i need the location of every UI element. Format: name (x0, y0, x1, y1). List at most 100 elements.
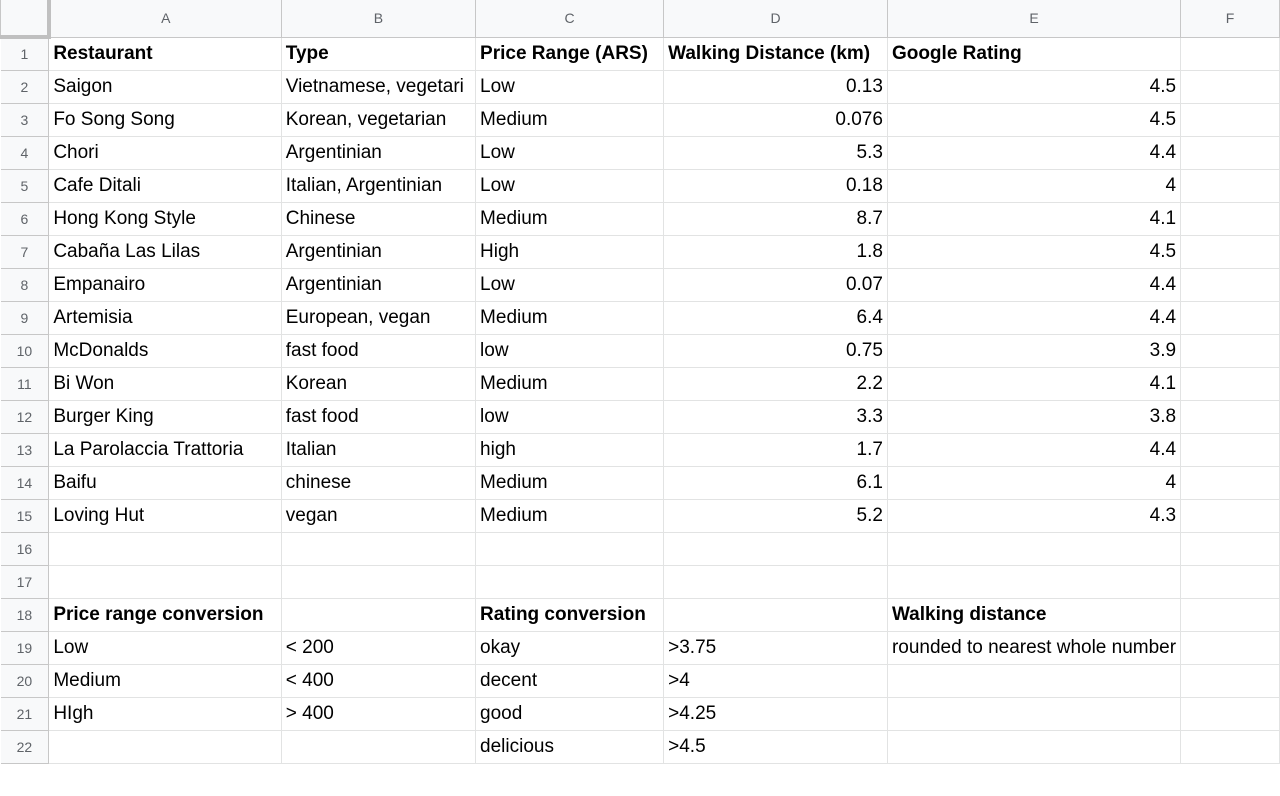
cell-f9[interactable] (1180, 300, 1280, 335)
cell-b3[interactable]: Korean, vegetarian (280, 102, 477, 137)
row-header[interactable]: 12 (0, 399, 50, 434)
cell-e1[interactable]: Google Rating (886, 36, 1182, 71)
cell-b15[interactable]: vegan (280, 498, 477, 533)
cell-a1[interactable]: Restaurant (48, 36, 282, 71)
column-header-e[interactable]: E (886, 0, 1182, 38)
cell-d20[interactable]: >4 (663, 663, 888, 698)
column-header-b[interactable]: B (280, 0, 477, 38)
cell-b20[interactable]: < 400 (280, 663, 477, 698)
cell-d4[interactable]: 5.3 (663, 135, 888, 170)
cell-f11[interactable] (1180, 366, 1280, 401)
cell-b16[interactable] (280, 531, 477, 566)
cell-d21[interactable]: >4.25 (663, 696, 888, 731)
cell-b5[interactable]: Italian, Argentinian (280, 168, 477, 203)
cell-c14[interactable]: Medium (475, 465, 665, 500)
cell-a13[interactable]: La Parolaccia Trattoria (48, 432, 282, 467)
cell-e13[interactable]: 4.4 (886, 432, 1182, 467)
cell-b8[interactable]: Argentinian (280, 267, 477, 302)
cell-f7[interactable] (1180, 234, 1280, 269)
cell-e22[interactable] (886, 729, 1182, 764)
cell-d3[interactable]: 0.076 (663, 102, 888, 137)
cell-c21[interactable]: good (475, 696, 665, 731)
cell-d6[interactable]: 8.7 (663, 201, 888, 236)
cell-e9[interactable]: 4.4 (886, 300, 1182, 335)
cell-c13[interactable]: high (475, 432, 665, 467)
column-header-f[interactable]: F (1180, 0, 1280, 38)
cell-f6[interactable] (1180, 201, 1280, 236)
select-all-corner[interactable] (0, 0, 51, 39)
cell-f22[interactable] (1180, 729, 1280, 764)
cell-a8[interactable]: Empanairo (48, 267, 282, 302)
cell-e20[interactable] (886, 663, 1182, 698)
row-header[interactable]: 8 (0, 267, 50, 302)
cell-b9[interactable]: European, vegan (280, 300, 477, 335)
cell-f10[interactable] (1180, 333, 1280, 368)
cell-e3[interactable]: 4.5 (886, 102, 1182, 137)
cell-f8[interactable] (1180, 267, 1280, 302)
cell-b6[interactable]: Chinese (280, 201, 477, 236)
row-header[interactable]: 2 (0, 69, 50, 104)
cell-a16[interactable] (48, 531, 282, 566)
cell-f20[interactable] (1180, 663, 1280, 698)
cell-e21[interactable] (886, 696, 1182, 731)
cell-d15[interactable]: 5.2 (663, 498, 888, 533)
cell-c8[interactable]: Low (475, 267, 665, 302)
cell-c12[interactable]: low (475, 399, 665, 434)
row-header[interactable]: 6 (0, 201, 50, 236)
cell-c16[interactable] (475, 531, 665, 566)
cell-c2[interactable]: Low (475, 69, 665, 104)
cell-d10[interactable]: 0.75 (663, 333, 888, 368)
cell-b21[interactable]: > 400 (280, 696, 477, 731)
cell-a12[interactable]: Burger King (48, 399, 282, 434)
cell-e5[interactable]: 4 (886, 168, 1182, 203)
cell-c5[interactable]: Low (475, 168, 665, 203)
cell-b12[interactable]: fast food (280, 399, 477, 434)
cell-c9[interactable]: Medium (475, 300, 665, 335)
row-header[interactable]: 14 (0, 465, 50, 500)
cell-d17[interactable] (663, 564, 888, 599)
row-header[interactable]: 19 (0, 630, 50, 665)
cell-c4[interactable]: Low (475, 135, 665, 170)
cell-c10[interactable]: low (475, 333, 665, 368)
cell-f12[interactable] (1180, 399, 1280, 434)
cell-a21[interactable]: HIgh (48, 696, 282, 731)
row-header[interactable]: 16 (0, 531, 50, 566)
row-header[interactable]: 20 (0, 663, 50, 698)
row-header[interactable]: 21 (0, 696, 50, 731)
row-header[interactable]: 1 (0, 36, 50, 71)
cell-d19[interactable]: >3.75 (663, 630, 888, 665)
cell-d8[interactable]: 0.07 (663, 267, 888, 302)
cell-b18[interactable] (280, 597, 477, 632)
cell-b19[interactable]: < 200 (280, 630, 477, 665)
cell-a19[interactable]: Low (48, 630, 282, 665)
cell-c17[interactable] (475, 564, 665, 599)
cell-a15[interactable]: Loving Hut (48, 498, 282, 533)
row-header[interactable]: 11 (0, 366, 50, 401)
cell-a20[interactable]: Medium (48, 663, 282, 698)
cell-e18[interactable]: Walking distance (886, 597, 1182, 632)
cell-c15[interactable]: Medium (475, 498, 665, 533)
cell-d18[interactable] (663, 597, 888, 632)
row-header[interactable]: 15 (0, 498, 50, 533)
cell-c3[interactable]: Medium (475, 102, 665, 137)
cell-b1[interactable]: Type (280, 36, 477, 71)
row-header[interactable]: 3 (0, 102, 50, 137)
cell-b17[interactable] (280, 564, 477, 599)
cell-c11[interactable]: Medium (475, 366, 665, 401)
cell-e8[interactable]: 4.4 (886, 267, 1182, 302)
cell-d14[interactable]: 6.1 (663, 465, 888, 500)
cell-e12[interactable]: 3.8 (886, 399, 1182, 434)
cell-f2[interactable] (1180, 69, 1280, 104)
cell-e17[interactable] (886, 564, 1182, 599)
cell-d11[interactable]: 2.2 (663, 366, 888, 401)
cell-e19[interactable]: rounded to nearest whole number (886, 630, 1182, 665)
cell-b22[interactable] (280, 729, 477, 764)
row-header[interactable]: 22 (0, 729, 50, 764)
cell-c19[interactable]: okay (475, 630, 665, 665)
cell-a5[interactable]: Cafe Ditali (48, 168, 282, 203)
row-header[interactable]: 13 (0, 432, 50, 467)
cell-b14[interactable]: chinese (280, 465, 477, 500)
cell-a11[interactable]: Bi Won (48, 366, 282, 401)
cell-f4[interactable] (1180, 135, 1280, 170)
cell-a3[interactable]: Fo Song Song (48, 102, 282, 137)
